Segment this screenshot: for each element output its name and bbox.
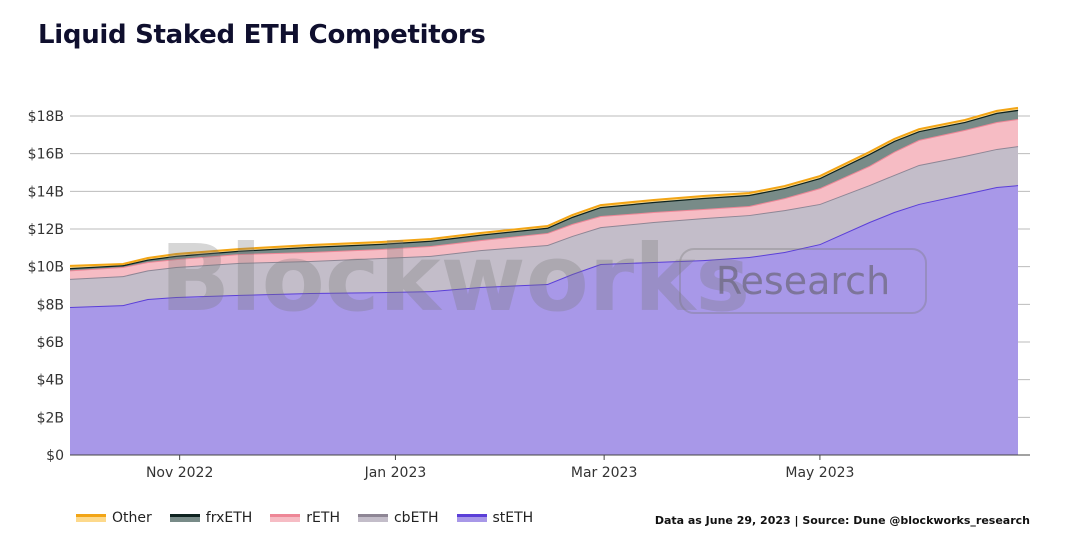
legend-swatch [76,514,106,522]
watermark-logo: Blockworks Research [160,225,927,332]
legend-item-other[interactable]: Other [76,510,152,526]
legend-swatch [169,514,200,522]
area-reth [70,119,1018,279]
legend-swatch [456,514,487,522]
y-tick-label: $12B [28,222,64,238]
y-tick-label: $8B [37,297,64,313]
line-other [69,106,1019,267]
area-cbeth [70,146,1018,307]
legend: Other frxETH rETH cbETH stETH [76,510,533,526]
y-tick-label: $2B [37,410,64,426]
legend-label: cbETH [393,510,439,526]
legend-item-reth[interactable]: rETH [270,510,340,526]
y-tick-label: $16B [28,147,64,163]
legend-label: stETH [492,510,534,526]
legend-item-steth[interactable]: stETH [456,510,534,526]
y-tick-label: $0 [46,448,64,464]
legend-label: rETH [306,510,340,526]
legend-swatch [270,514,301,522]
legend-label: Other [112,510,152,526]
legend-item-frxeth[interactable]: frxETH [169,510,253,526]
watermark-frame [679,248,927,314]
source-note: Data as June 29, 2023 | Source: Dune @bl… [654,514,1030,527]
y-tick-label: $14B [28,184,64,200]
y-tick-label: $10B [28,260,64,276]
watermark-brand: Blockworks [160,225,750,332]
x-tick-label: May 2023 [785,465,854,481]
legend-item-cbeth[interactable]: cbETH [357,510,439,526]
x-tick-label: Jan 2023 [364,465,427,481]
watermark-tag: Research [716,259,890,303]
x-tick-label: Nov 2022 [146,465,213,481]
y-tick-label: $4B [37,373,64,389]
y-tick-label: $18B [28,109,64,125]
legend-swatch [357,514,388,522]
y-tick-label: $6B [37,335,64,351]
chart-title: Liquid Staked ETH Competitors [38,20,486,50]
legend-label: frxETH [205,510,253,526]
x-tick-label: Mar 2023 [571,465,638,481]
